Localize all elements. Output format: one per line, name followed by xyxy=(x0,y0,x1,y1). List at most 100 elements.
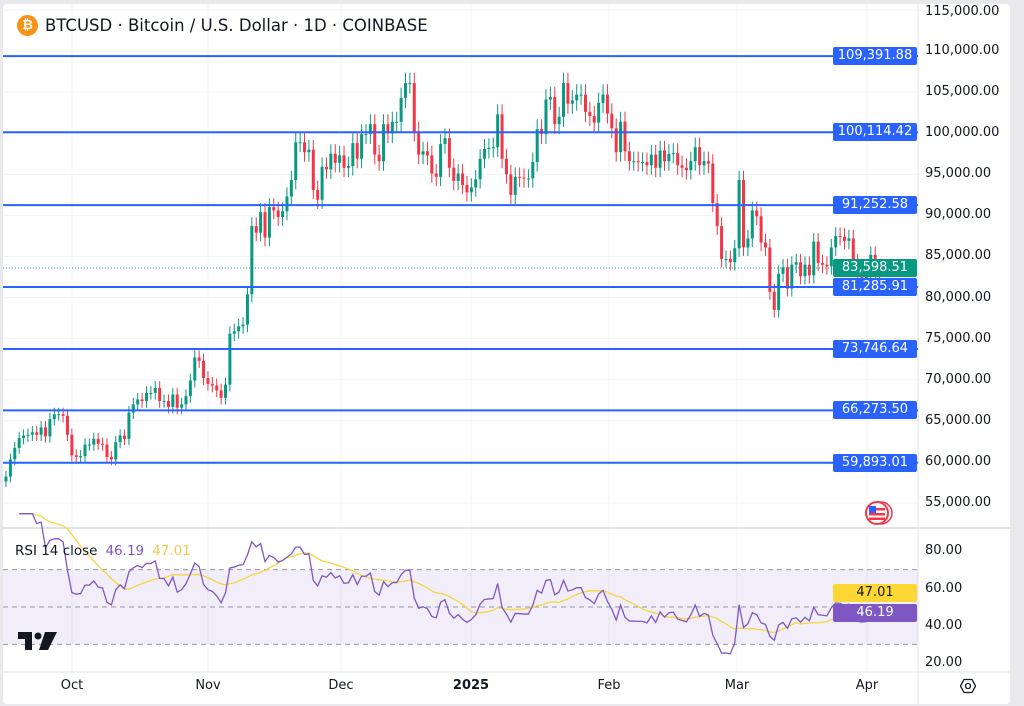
candle-body xyxy=(210,383,214,386)
time-label-nov: Nov xyxy=(195,678,221,693)
us-economic-event-flag-icon[interactable] xyxy=(863,501,893,527)
candle-body xyxy=(101,443,105,445)
candle-body xyxy=(706,161,710,164)
candle-body xyxy=(522,177,526,179)
candle-body xyxy=(285,196,289,212)
candle-body xyxy=(491,147,495,149)
time-label-oct: Oct xyxy=(60,678,84,693)
level-price-tag: 66,273.50 xyxy=(833,401,917,420)
candle-body xyxy=(588,111,592,116)
chart-window: ₿ BTCUSD · Bitcoin / U.S. Dollar · 1D · … xyxy=(3,4,1010,704)
settings-gear-icon[interactable] xyxy=(960,678,976,694)
candle-body xyxy=(654,154,658,168)
candle-body xyxy=(623,121,627,152)
candle-body xyxy=(434,173,438,177)
price-axis-label: 105,000.00 xyxy=(925,84,1000,100)
level-price-tag: 91,252.58 xyxy=(833,196,917,215)
candle-body xyxy=(456,173,460,181)
price-axis-label: 90,000.00 xyxy=(925,207,992,223)
candle-body xyxy=(851,238,855,263)
rsi-line xyxy=(19,513,881,655)
candle-body xyxy=(399,97,403,122)
price-axis-label: 65,000.00 xyxy=(925,412,992,428)
price-axis-label: 60,000.00 xyxy=(925,453,992,469)
price-axis-label: 95,000.00 xyxy=(925,166,992,182)
candle-body xyxy=(658,150,662,168)
candle-body xyxy=(715,203,719,227)
candle-body xyxy=(127,412,131,439)
candle-body xyxy=(711,163,715,204)
candle-body xyxy=(575,94,579,101)
candle-body xyxy=(627,151,631,162)
candle-body xyxy=(698,147,702,166)
candle-body xyxy=(421,151,425,155)
candle-body xyxy=(338,155,342,163)
tradingview-logo[interactable] xyxy=(18,632,58,652)
candle-body xyxy=(166,401,170,407)
candle-body xyxy=(724,258,728,260)
candle-body xyxy=(96,438,100,444)
time-label-2025: 2025 xyxy=(452,678,490,693)
candle-body xyxy=(346,166,350,168)
candle-body xyxy=(303,142,307,153)
candle-body xyxy=(557,116,561,125)
candle-body xyxy=(509,174,513,195)
candle-body xyxy=(408,83,412,85)
price-axis-label: 115,000.00 xyxy=(925,4,1000,19)
candle-body xyxy=(632,161,636,163)
candle-body xyxy=(65,415,69,435)
candle-body xyxy=(425,151,429,156)
candle-body xyxy=(847,238,851,241)
candle-body xyxy=(821,263,825,265)
rsi-axis-label: 40.00 xyxy=(925,618,963,633)
chart-canvas[interactable] xyxy=(3,4,1010,704)
level-price-tag: 109,391.88 xyxy=(833,47,917,66)
rsi-ma-value: 47.01 xyxy=(152,543,191,559)
candle-body xyxy=(368,124,372,135)
candle-body xyxy=(395,121,399,123)
rsi-legend[interactable]: RSI 14 close 46.19 47.01 xyxy=(15,543,191,559)
candle-body xyxy=(61,414,65,416)
candle-body xyxy=(777,273,781,310)
candle-body xyxy=(531,161,535,179)
candle-body xyxy=(57,414,61,416)
candle-body xyxy=(267,207,271,238)
candle-body xyxy=(684,167,688,171)
candle-body xyxy=(579,94,583,96)
candle-body xyxy=(803,264,807,277)
candle-body xyxy=(403,83,407,98)
candle-body xyxy=(649,154,653,166)
candle-body xyxy=(443,138,447,144)
price-axis-label: 85,000.00 xyxy=(925,248,992,264)
candle-body xyxy=(680,165,684,168)
candle-body xyxy=(324,166,328,170)
candle-body xyxy=(763,242,767,248)
candle-body xyxy=(162,401,166,403)
candle-body xyxy=(131,404,135,413)
candle-body xyxy=(702,161,706,166)
time-label-mar: Mar xyxy=(724,678,750,693)
candle-body xyxy=(483,148,487,159)
candle-body xyxy=(48,419,52,437)
rsi-axis-label: 20.00 xyxy=(925,655,963,670)
candle-body xyxy=(487,148,491,150)
symbol-title: BTCUSD · Bitcoin / U.S. Dollar · 1D · CO… xyxy=(45,16,428,35)
candle-body xyxy=(742,180,746,248)
candle-body xyxy=(8,459,12,477)
candle-body xyxy=(44,427,48,437)
level-price-tag: 100,114.42 xyxy=(833,123,917,142)
candle-body xyxy=(645,161,649,166)
candle-body xyxy=(746,238,750,248)
candle-body xyxy=(794,262,798,265)
candle-body xyxy=(614,128,618,153)
candle-body xyxy=(184,396,188,405)
candle-body xyxy=(548,97,552,100)
price-axis-label: 75,000.00 xyxy=(925,330,992,346)
candle-body xyxy=(790,264,794,289)
candle-body xyxy=(610,113,614,129)
candle-body xyxy=(206,378,210,384)
candle-body xyxy=(671,152,675,154)
price-axis-label: 100,000.00 xyxy=(925,125,1000,141)
symbol-header[interactable]: ₿ BTCUSD · Bitcoin / U.S. Dollar · 1D · … xyxy=(17,15,428,36)
candle-body xyxy=(329,153,333,170)
